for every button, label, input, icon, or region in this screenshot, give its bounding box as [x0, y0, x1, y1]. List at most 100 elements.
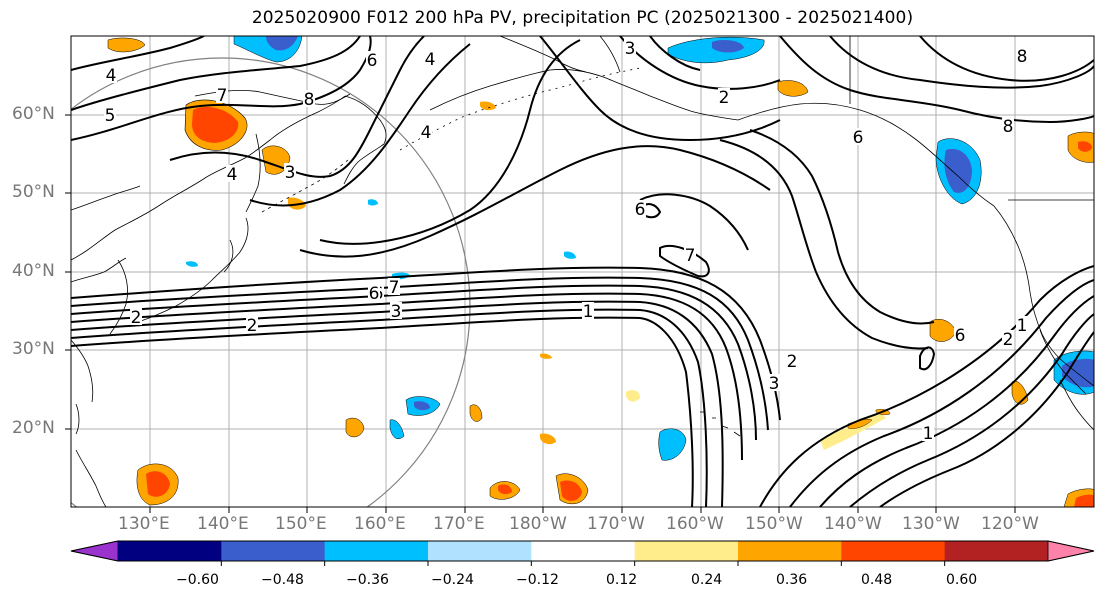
colorbar-label: −0.48	[261, 572, 304, 588]
contour-label-bg	[768, 374, 780, 391]
colorbar	[70, 540, 1095, 566]
contour-label-bg	[1002, 330, 1014, 347]
lon-label-140e: 140°E	[197, 514, 249, 534]
contour-label: 3	[769, 374, 780, 394]
colorbar-label: 0.12	[606, 572, 638, 588]
contour-label: 4	[421, 123, 432, 143]
contour-label: 1	[1017, 316, 1028, 336]
coastlines	[71, 36, 1094, 507]
colorbar-segment	[738, 541, 842, 561]
contour-label-bg	[922, 424, 934, 441]
lat-label-50n: 50°N	[12, 182, 55, 202]
lon-label-130e: 130°E	[118, 514, 170, 534]
lon-label-150e: 150°E	[275, 514, 327, 534]
contour-label-bg	[390, 302, 402, 319]
contour-label-bg	[954, 326, 966, 343]
colorbar-segment	[634, 541, 739, 561]
contour-label-bg	[368, 284, 380, 301]
lon-label-160e: 160°E	[354, 514, 406, 534]
precipitation-shading	[107, 36, 1094, 507]
contour-label: 2	[1003, 330, 1014, 350]
lat-label-20n: 20°N	[12, 418, 55, 438]
contour-label-bg	[718, 88, 730, 105]
colorbar-segment	[118, 541, 222, 561]
contour-label: 6	[369, 284, 380, 304]
contour-label: 2	[787, 352, 798, 372]
contour-label-bg	[226, 165, 238, 182]
colorbar-label: −0.24	[431, 572, 474, 588]
contour-label-bg	[366, 51, 378, 68]
contour-label: 8	[1017, 47, 1028, 67]
colorbar-label: 0.24	[691, 572, 723, 588]
colorbar-outline	[70, 540, 1095, 562]
lon-label-140w: 140°W	[824, 514, 882, 534]
colorbar-segment	[324, 541, 429, 561]
contour-label-bg	[624, 39, 636, 56]
contour-label-bg	[420, 123, 432, 140]
lon-label-130w: 130°W	[902, 514, 960, 534]
contour-label-bg	[1016, 47, 1028, 64]
colorbar-label: 0.36	[776, 572, 808, 588]
contour-label: 7	[217, 86, 228, 106]
contour-label: 7	[685, 246, 696, 266]
graticule	[71, 36, 1094, 507]
contour-label: 2	[247, 316, 258, 336]
colorbar-segment	[841, 541, 946, 561]
lon-label-180w: 180°W	[509, 514, 567, 534]
contour-label-bg	[216, 86, 228, 103]
colorbar-segment	[531, 541, 636, 561]
lon-label-160w: 160°W	[666, 514, 724, 534]
contour-label: 3	[285, 163, 296, 183]
contour-labels: 45786432868763122674342166231	[104, 39, 1028, 444]
colorbar-segment	[428, 541, 532, 561]
contour-label: 4	[106, 66, 117, 86]
contour-label-bg	[684, 246, 696, 263]
contour-label-bg	[424, 50, 436, 67]
contour-label: 6	[853, 128, 864, 148]
colorbar-label: −0.12	[516, 572, 559, 588]
contour-label-bg	[786, 352, 798, 369]
contour-label-bg	[582, 302, 594, 319]
contour-label-bg	[1016, 316, 1028, 333]
contour-label: 6	[367, 51, 378, 71]
contour-label-bg	[246, 316, 258, 333]
colorbar-label: −0.36	[346, 572, 389, 588]
contour-label: 6	[955, 326, 966, 346]
contour-label: 8	[1003, 117, 1014, 137]
contour-label: 8	[304, 90, 315, 110]
contour-label: 4	[425, 50, 436, 70]
lon-label-170e: 170°E	[433, 514, 485, 534]
contour-label: 1	[583, 302, 594, 322]
colorbar-segment	[944, 541, 1049, 561]
lat-label-30n: 30°N	[12, 339, 55, 359]
contour-label-bg	[852, 128, 864, 145]
colorbar-extend-min	[70, 540, 119, 562]
colorbar-label: −0.60	[176, 572, 219, 588]
pv-contours	[71, 36, 1094, 507]
lon-label-150w: 150°W	[745, 514, 803, 534]
contour-label: 5	[105, 106, 116, 126]
contour-label: 2	[131, 308, 142, 328]
colorbar-label: 0.60	[946, 572, 978, 588]
contour-label-bg	[303, 90, 315, 107]
lon-label-120w: 120°W	[981, 514, 1039, 534]
contour-label: 2	[719, 88, 730, 108]
lat-label-60n: 60°N	[12, 104, 55, 124]
contour-label: 3	[391, 302, 402, 322]
contour-label: 1	[923, 424, 934, 444]
axis-ticks	[65, 114, 1016, 513]
contour-label-bg	[104, 106, 116, 123]
lon-label-170w: 170°W	[587, 514, 645, 534]
contour-label-bg	[388, 278, 400, 295]
contour-label-bg	[284, 163, 296, 180]
colorbar-segment	[221, 541, 326, 561]
lat-label-40n: 40°N	[12, 261, 55, 281]
map-title: 2025020900 F012 200 hPa PV, precipitatio…	[251, 8, 914, 28]
contour-label: 7	[389, 278, 400, 298]
colorbar-label: 0.48	[861, 572, 893, 588]
contour-label-bg	[105, 66, 117, 83]
contour-label: 3	[625, 39, 636, 59]
contour-label-bg	[634, 200, 646, 217]
colorbar-extend-max	[1047, 540, 1095, 562]
